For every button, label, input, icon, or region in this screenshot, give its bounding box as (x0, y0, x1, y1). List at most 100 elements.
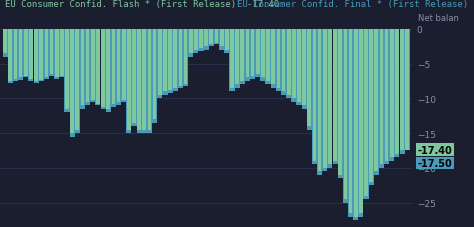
Bar (220, 30, 224, 47)
Bar (95, 30, 100, 106)
Bar (337, 30, 343, 178)
Text: -17.40: -17.40 (418, 145, 453, 155)
Bar (282, 30, 285, 92)
Bar (106, 30, 110, 109)
Bar (245, 30, 250, 81)
Bar (364, 30, 369, 199)
Bar (163, 30, 167, 92)
Bar (121, 30, 126, 102)
Text: EU Consumer Confid. Flash * (First Release)  -17.40: EU Consumer Confid. Flash * (First Relea… (5, 0, 279, 9)
Bar (358, 30, 364, 217)
Bar (188, 30, 193, 57)
Bar (9, 30, 12, 81)
Bar (214, 30, 219, 45)
Bar (400, 30, 404, 151)
Text: Net balan: Net balan (418, 14, 459, 22)
Bar (80, 30, 85, 109)
Bar (276, 30, 281, 92)
Bar (296, 30, 301, 106)
Bar (59, 30, 64, 78)
Bar (14, 30, 18, 79)
Bar (173, 30, 177, 89)
Bar (224, 30, 229, 54)
Bar (157, 30, 163, 99)
Bar (49, 30, 54, 77)
Bar (137, 30, 141, 130)
Bar (374, 30, 379, 175)
Bar (64, 30, 70, 113)
Bar (379, 30, 384, 168)
Bar (394, 30, 400, 158)
Bar (111, 30, 116, 107)
Bar (209, 30, 214, 47)
Bar (260, 30, 265, 81)
Bar (131, 30, 137, 127)
Bar (369, 30, 374, 185)
Bar (265, 30, 271, 85)
Bar (369, 30, 373, 182)
Bar (400, 30, 405, 154)
Bar (152, 30, 157, 123)
Bar (250, 30, 255, 79)
Bar (34, 30, 38, 81)
Bar (328, 30, 332, 168)
Bar (111, 30, 115, 104)
Bar (405, 30, 409, 150)
Bar (147, 30, 151, 130)
Bar (189, 30, 192, 54)
Bar (251, 30, 255, 77)
Bar (34, 30, 39, 84)
Bar (117, 30, 120, 102)
Bar (318, 30, 321, 172)
Bar (132, 30, 136, 123)
Bar (353, 30, 358, 220)
Bar (317, 30, 322, 175)
Bar (101, 30, 105, 107)
Bar (70, 30, 75, 137)
Bar (235, 30, 240, 89)
Bar (297, 30, 301, 102)
Bar (349, 30, 352, 213)
Bar (312, 30, 316, 161)
Bar (2, 30, 8, 57)
Bar (127, 30, 131, 130)
Bar (90, 30, 95, 102)
Bar (354, 30, 357, 217)
Bar (210, 30, 213, 45)
Bar (54, 30, 59, 79)
Bar (28, 30, 34, 81)
Bar (3, 30, 7, 54)
Bar (194, 30, 198, 50)
Bar (230, 30, 234, 89)
Bar (199, 30, 204, 52)
Bar (328, 30, 332, 165)
Bar (106, 30, 111, 113)
Bar (312, 30, 317, 165)
Bar (225, 30, 228, 50)
Bar (100, 30, 106, 109)
Bar (126, 30, 131, 133)
Bar (333, 30, 337, 161)
Bar (287, 30, 291, 95)
Bar (184, 30, 187, 85)
Bar (385, 30, 389, 161)
Bar (158, 30, 162, 95)
Bar (215, 30, 219, 44)
Bar (235, 30, 239, 85)
Bar (39, 30, 44, 81)
Bar (301, 30, 307, 109)
Bar (240, 30, 244, 81)
Bar (85, 30, 90, 106)
Bar (86, 30, 90, 102)
Bar (343, 30, 348, 203)
Bar (276, 30, 280, 89)
Bar (204, 30, 209, 50)
Text: -17.50: -17.50 (418, 158, 453, 168)
Bar (359, 30, 363, 213)
Bar (75, 30, 80, 133)
Bar (143, 30, 146, 130)
Bar (291, 30, 296, 102)
Text: EU Consumer Confid. Final * (First Release)  -17.50: EU Consumer Confid. Final * (First Relea… (237, 0, 474, 9)
Bar (81, 30, 84, 106)
Bar (122, 30, 126, 100)
